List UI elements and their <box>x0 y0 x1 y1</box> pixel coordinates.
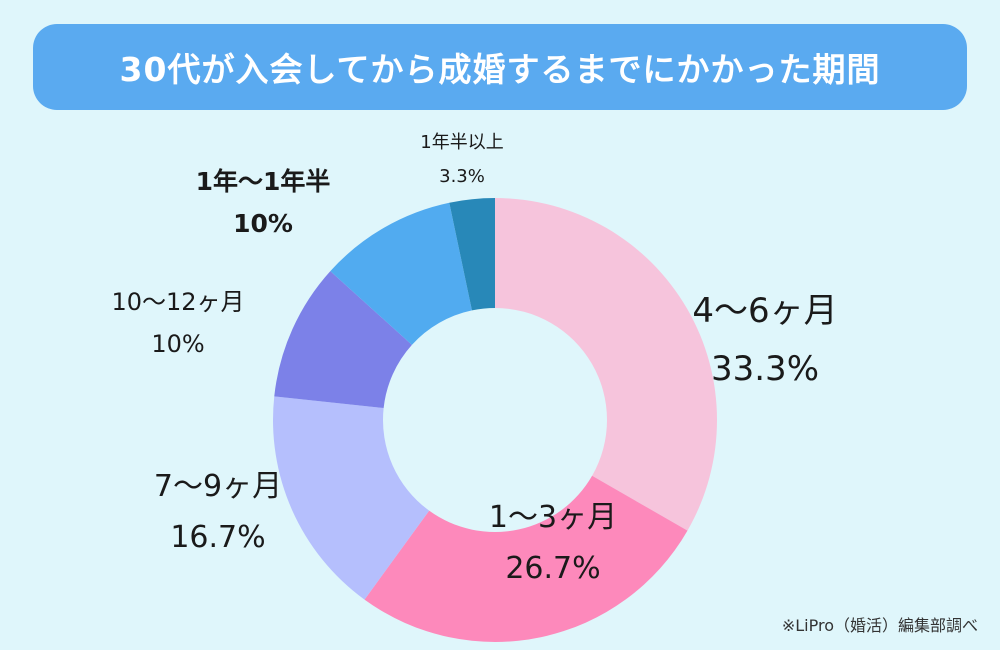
chart-title: 30代が入会してから成婚するまでにかかった期間 <box>119 50 881 89</box>
donut-slice-5 <box>330 202 472 345</box>
slice-category-label: 1年半以上 <box>420 132 503 153</box>
slice-value-label: 33.3% <box>711 349 819 389</box>
slice-value-label: 26.7% <box>505 551 600 586</box>
donut-slice-3 <box>273 396 430 600</box>
slice-category-label: 1〜3ヶ月 <box>489 500 617 535</box>
source-credit: ※LiPro（婚活）編集部調べ <box>781 616 978 635</box>
slice-value-label: 16.7% <box>170 520 265 555</box>
donut-slice-6 <box>449 198 495 311</box>
slice-value-label: 10% <box>233 209 293 238</box>
title-banner: 30代が入会してから成婚するまでにかかった期間 <box>33 24 967 110</box>
slice-value-label: 10% <box>151 330 204 358</box>
slice-category-label: 1年〜1年半 <box>196 167 331 196</box>
donut-slice-4 <box>274 271 412 409</box>
donut-slice-2 <box>364 475 688 642</box>
slice-category-label: 7〜9ヶ月 <box>154 469 282 504</box>
slice-category-label: 10〜12ヶ月 <box>111 288 244 316</box>
slice-value-label: 3.3% <box>439 166 485 187</box>
slice-category-label: 4〜6ヶ月 <box>692 291 837 331</box>
donut-slice-1 <box>495 198 717 531</box>
